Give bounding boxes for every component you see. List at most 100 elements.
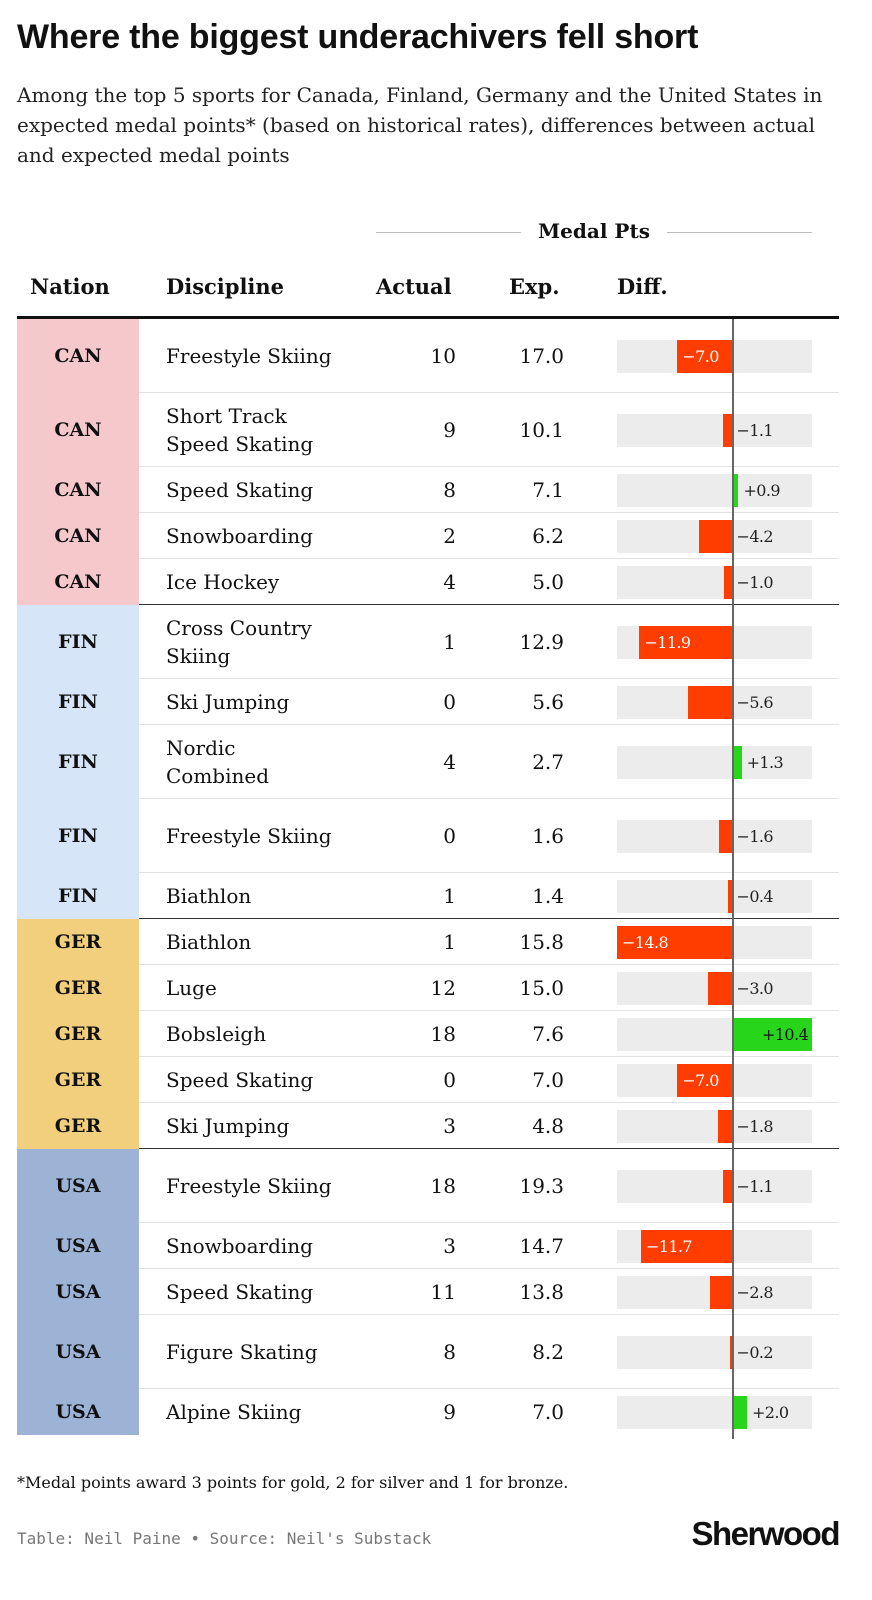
diff-bar xyxy=(723,1170,732,1203)
actual-cell: 11 xyxy=(430,1279,456,1304)
diff-label: −3.0 xyxy=(736,979,774,998)
table-row: GER Speed Skating 0 7.0 xyxy=(17,1057,839,1103)
diff-bar-track xyxy=(617,566,812,599)
nation-cell: CAN xyxy=(17,319,139,393)
nation-cell: GER xyxy=(17,919,139,965)
group-header-rule-left xyxy=(376,232,521,233)
table-row: FIN Ski Jumping 0 5.6 xyxy=(17,679,839,725)
diff-label: −7.0 xyxy=(682,347,719,366)
diff-label: −11.7 xyxy=(645,1237,693,1256)
diff-label: −1.6 xyxy=(736,827,774,846)
table-row: FIN Cross Country Skiing 1 12.9 xyxy=(17,605,839,679)
nation-cell: FIN xyxy=(17,605,139,679)
discipline-cell: Biathlon xyxy=(166,929,252,954)
discipline-cell: Alpine Skiing xyxy=(166,1399,302,1424)
discipline-cell: Ice Hockey xyxy=(166,569,280,594)
nation-cell: FIN xyxy=(17,799,139,873)
table-row: FIN Freestyle Skiing 0 1.6 xyxy=(17,799,839,873)
expected-cell: 15.0 xyxy=(519,975,564,1000)
actual-cell: 4 xyxy=(443,749,456,774)
actual-cell: 18 xyxy=(430,1173,456,1198)
actual-cell: 10 xyxy=(430,343,456,368)
actual-cell: 8 xyxy=(443,477,456,502)
diff-bar-track xyxy=(617,1110,812,1143)
expected-cell: 4.8 xyxy=(532,1113,564,1138)
diff-bar-track xyxy=(617,820,812,853)
diff-label: −2.8 xyxy=(736,1283,774,1302)
group-header-rule-right xyxy=(667,232,812,233)
expected-cell: 5.0 xyxy=(532,569,564,594)
diff-zero-axis xyxy=(732,319,734,1439)
table-row: USA Figure Skating 8 8.2 xyxy=(17,1315,839,1389)
diff-bar xyxy=(728,880,732,913)
diff-label: −1.8 xyxy=(736,1117,774,1136)
expected-cell: 14.7 xyxy=(519,1233,564,1258)
nation-cell: CAN xyxy=(17,467,139,513)
nation-cell: GER xyxy=(17,1057,139,1103)
column-header-actual: Actual xyxy=(376,274,452,299)
diff-label: −0.2 xyxy=(736,1343,774,1362)
chart-title: Where the biggest underachivers fell sho… xyxy=(17,18,699,56)
nation-cell: USA xyxy=(17,1269,139,1315)
expected-cell: 19.3 xyxy=(519,1173,564,1198)
actual-cell: 12 xyxy=(430,975,456,1000)
expected-cell: 7.0 xyxy=(532,1399,564,1424)
column-header-nation: Nation xyxy=(30,274,110,299)
nation-cell: USA xyxy=(17,1315,139,1389)
diff-bar xyxy=(719,820,732,853)
discipline-cell: Bobsleigh xyxy=(166,1021,267,1046)
nation-cell: FIN xyxy=(17,873,139,919)
expected-cell: 17.0 xyxy=(519,343,564,368)
diff-bar-track xyxy=(617,746,812,779)
diff-bar-track xyxy=(617,474,812,507)
discipline-cell: Snowboarding xyxy=(166,1233,313,1258)
table-row: CAN Speed Skating 8 7.1 xyxy=(17,467,839,513)
table-row: CAN Freestyle Skiing 10 17.0 xyxy=(17,319,839,393)
expected-cell: 1.6 xyxy=(532,823,564,848)
actual-cell: 8 xyxy=(443,1339,456,1364)
actual-cell: 18 xyxy=(430,1021,456,1046)
diff-bar-track xyxy=(617,1336,812,1369)
discipline-cell: Ski Jumping xyxy=(166,689,290,714)
medal-pts-label: Medal Pts xyxy=(538,219,650,243)
discipline-cell: Speed Skating xyxy=(166,477,314,502)
diff-bar-track xyxy=(617,1170,812,1203)
nation-cell: CAN xyxy=(17,559,139,605)
header-rule xyxy=(17,316,839,319)
diff-label: −5.6 xyxy=(736,693,774,712)
expected-cell: 12.9 xyxy=(519,629,564,654)
discipline-cell: Freestyle Skiing xyxy=(166,343,332,368)
diff-label: −1.1 xyxy=(736,421,774,440)
diff-label: +0.9 xyxy=(743,481,780,500)
diff-bar xyxy=(731,746,742,779)
discipline-cell: Biathlon xyxy=(166,883,252,908)
table-row: USA Snowboarding 3 14.7 xyxy=(17,1223,839,1269)
actual-cell: 3 xyxy=(443,1233,456,1258)
diff-bar xyxy=(677,340,732,373)
actual-cell: 0 xyxy=(443,689,456,714)
actual-cell: 0 xyxy=(443,823,456,848)
column-header-expected: Exp. xyxy=(509,274,560,299)
expected-cell: 5.6 xyxy=(532,689,564,714)
expected-cell: 8.2 xyxy=(532,1339,564,1364)
actual-cell: 1 xyxy=(443,883,456,908)
actual-cell: 1 xyxy=(443,929,456,954)
expected-cell: 1.4 xyxy=(532,883,564,908)
source-credit: Table: Neil Paine • Source: Neil's Subst… xyxy=(17,1529,432,1548)
diff-bar xyxy=(639,626,732,659)
actual-cell: 2 xyxy=(443,523,456,548)
diff-bar xyxy=(731,1018,812,1051)
chart-subtitle: Among the top 5 sports for Canada, Finla… xyxy=(17,83,823,167)
actual-cell: 4 xyxy=(443,569,456,594)
diff-label: +10.4 xyxy=(762,1025,809,1044)
actual-cell: 9 xyxy=(443,1399,456,1424)
sherwood-logo: Sherwood xyxy=(691,1515,840,1552)
diff-bar xyxy=(640,1230,732,1263)
diff-bar xyxy=(723,566,732,599)
expected-cell: 15.8 xyxy=(519,929,564,954)
expected-cell: 10.1 xyxy=(519,417,564,442)
medal-pts-group-header: Medal Pts xyxy=(376,216,812,248)
diff-bar xyxy=(717,1110,732,1143)
diff-label: −14.8 xyxy=(622,933,669,952)
table-row: GER Luge 12 15.0 xyxy=(17,965,839,1011)
